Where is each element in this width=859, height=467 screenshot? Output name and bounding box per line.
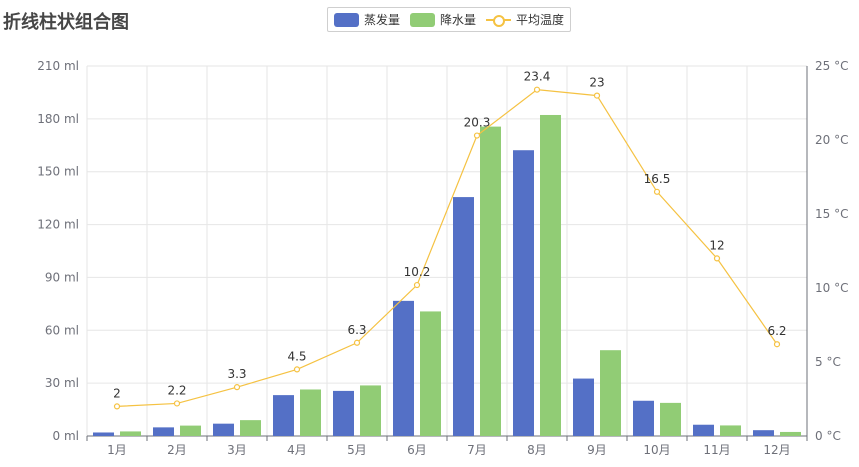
point-temperature [473,132,481,139]
point-temperature [713,255,721,262]
legend-label-evaporation: 蒸发量 [364,13,401,27]
data-label-temperature: 2 [113,386,121,400]
y-left-tick-label: 90 ml [45,270,79,284]
y-right-tick-label: 10 °C [815,281,848,295]
y-left-tick-label: 30 ml [45,376,79,390]
data-label-temperature: 20.3 [464,116,491,130]
x-tick-label: 8月 [527,443,547,457]
point-temperature [773,341,781,348]
bar-precipitation [480,126,501,436]
x-tick-label: 5月 [347,443,367,457]
point-temperature [653,188,661,195]
x-tick-label: 1月 [107,443,127,457]
point-temperature [533,86,541,93]
bar-precipitation [360,385,381,436]
y-left-tick-label: 60 ml [45,323,79,337]
x-tick-label: 11月 [703,443,730,457]
data-label-temperature: 3.3 [227,367,246,381]
y-left-tick-label: 210 ml [37,59,79,73]
data-label-temperature: 6.2 [767,324,786,338]
bar-evaporation [573,378,594,436]
data-label-temperature: 2.2 [167,383,186,397]
bar-evaporation [213,423,234,436]
bar-precipitation [420,311,441,436]
legend-item-precipitation[interactable]: 降水量 [410,11,476,28]
bar-precipitation [300,389,321,436]
x-tick-label: 9月 [587,443,607,457]
data-label-temperature: 6.3 [347,323,366,337]
bar-precipitation [180,425,201,436]
point-temperature [113,403,121,410]
legend-label-temperature: 平均温度 [516,13,565,27]
legend-label-precipitation: 降水量 [440,13,477,27]
y-right-tick-label: 20 °C [815,133,848,147]
y-left-tick-label: 180 ml [37,112,79,126]
x-tick-label: 10月 [643,443,670,457]
point-temperature [413,281,421,289]
x-tick-label: 4月 [287,443,307,457]
y-left-tick-label: 120 ml [37,218,79,232]
legend-swatch-evaporation [334,12,359,27]
point-temperature [173,400,181,407]
data-label-temperature: 12 [709,238,724,252]
data-label-temperature: 23 [589,76,604,90]
y-right-tick-label: 25 °C [815,59,848,73]
line-temperature [116,89,778,407]
x-tick-label: 7月 [467,443,487,457]
x-tick-label: 2月 [167,443,187,457]
y-left-tick-label: 0 ml [53,429,79,443]
chart-title: 折线柱状组合图 [3,12,129,33]
y-right-tick-label: 5 °C [815,355,841,369]
bar-precipitation [600,350,621,436]
bar-evaporation [633,400,654,436]
legend-swatch-precipitation [410,12,436,27]
point-temperature [593,92,601,99]
bar-evaporation [393,300,414,436]
legend: 蒸发量 降水量 平均温度 [327,7,572,32]
point-temperature [293,366,301,373]
bar-evaporation [693,424,714,436]
data-label-temperature: 23.4 [524,70,551,84]
bar-precipitation [240,420,261,436]
legend-item-temperature[interactable]: 平均温度 [486,11,564,28]
bar-evaporation [513,150,534,436]
bar-evaporation [453,197,474,436]
bar-precipitation [720,425,741,436]
x-tick-label: 12月 [763,443,790,457]
bar-evaporation [93,432,114,436]
bar-evaporation [753,430,774,436]
y-right-tick-label: 15 °C [815,207,848,221]
y-left-tick-label: 150 ml [37,165,79,179]
point-temperature [233,384,241,391]
bar-precipitation [120,431,141,436]
y-right-tick-label: 0 °C [815,429,841,443]
x-tick-label: 3月 [227,443,247,457]
x-tick-label: 6月 [407,443,427,457]
bar-evaporation [153,427,174,436]
bar-precipitation [540,114,561,436]
bar-precipitation [660,402,681,436]
bar-evaporation [333,390,354,436]
data-label-temperature: 16.5 [644,172,671,186]
data-label-temperature: 4.5 [287,349,306,363]
bar-precipitation [780,431,801,436]
legend-item-evaporation[interactable]: 蒸发量 [334,11,400,28]
data-label-temperature: 10.2 [404,265,431,279]
bar-evaporation [273,395,294,436]
legend-swatch-temperature [486,13,512,27]
point-temperature [353,339,361,346]
